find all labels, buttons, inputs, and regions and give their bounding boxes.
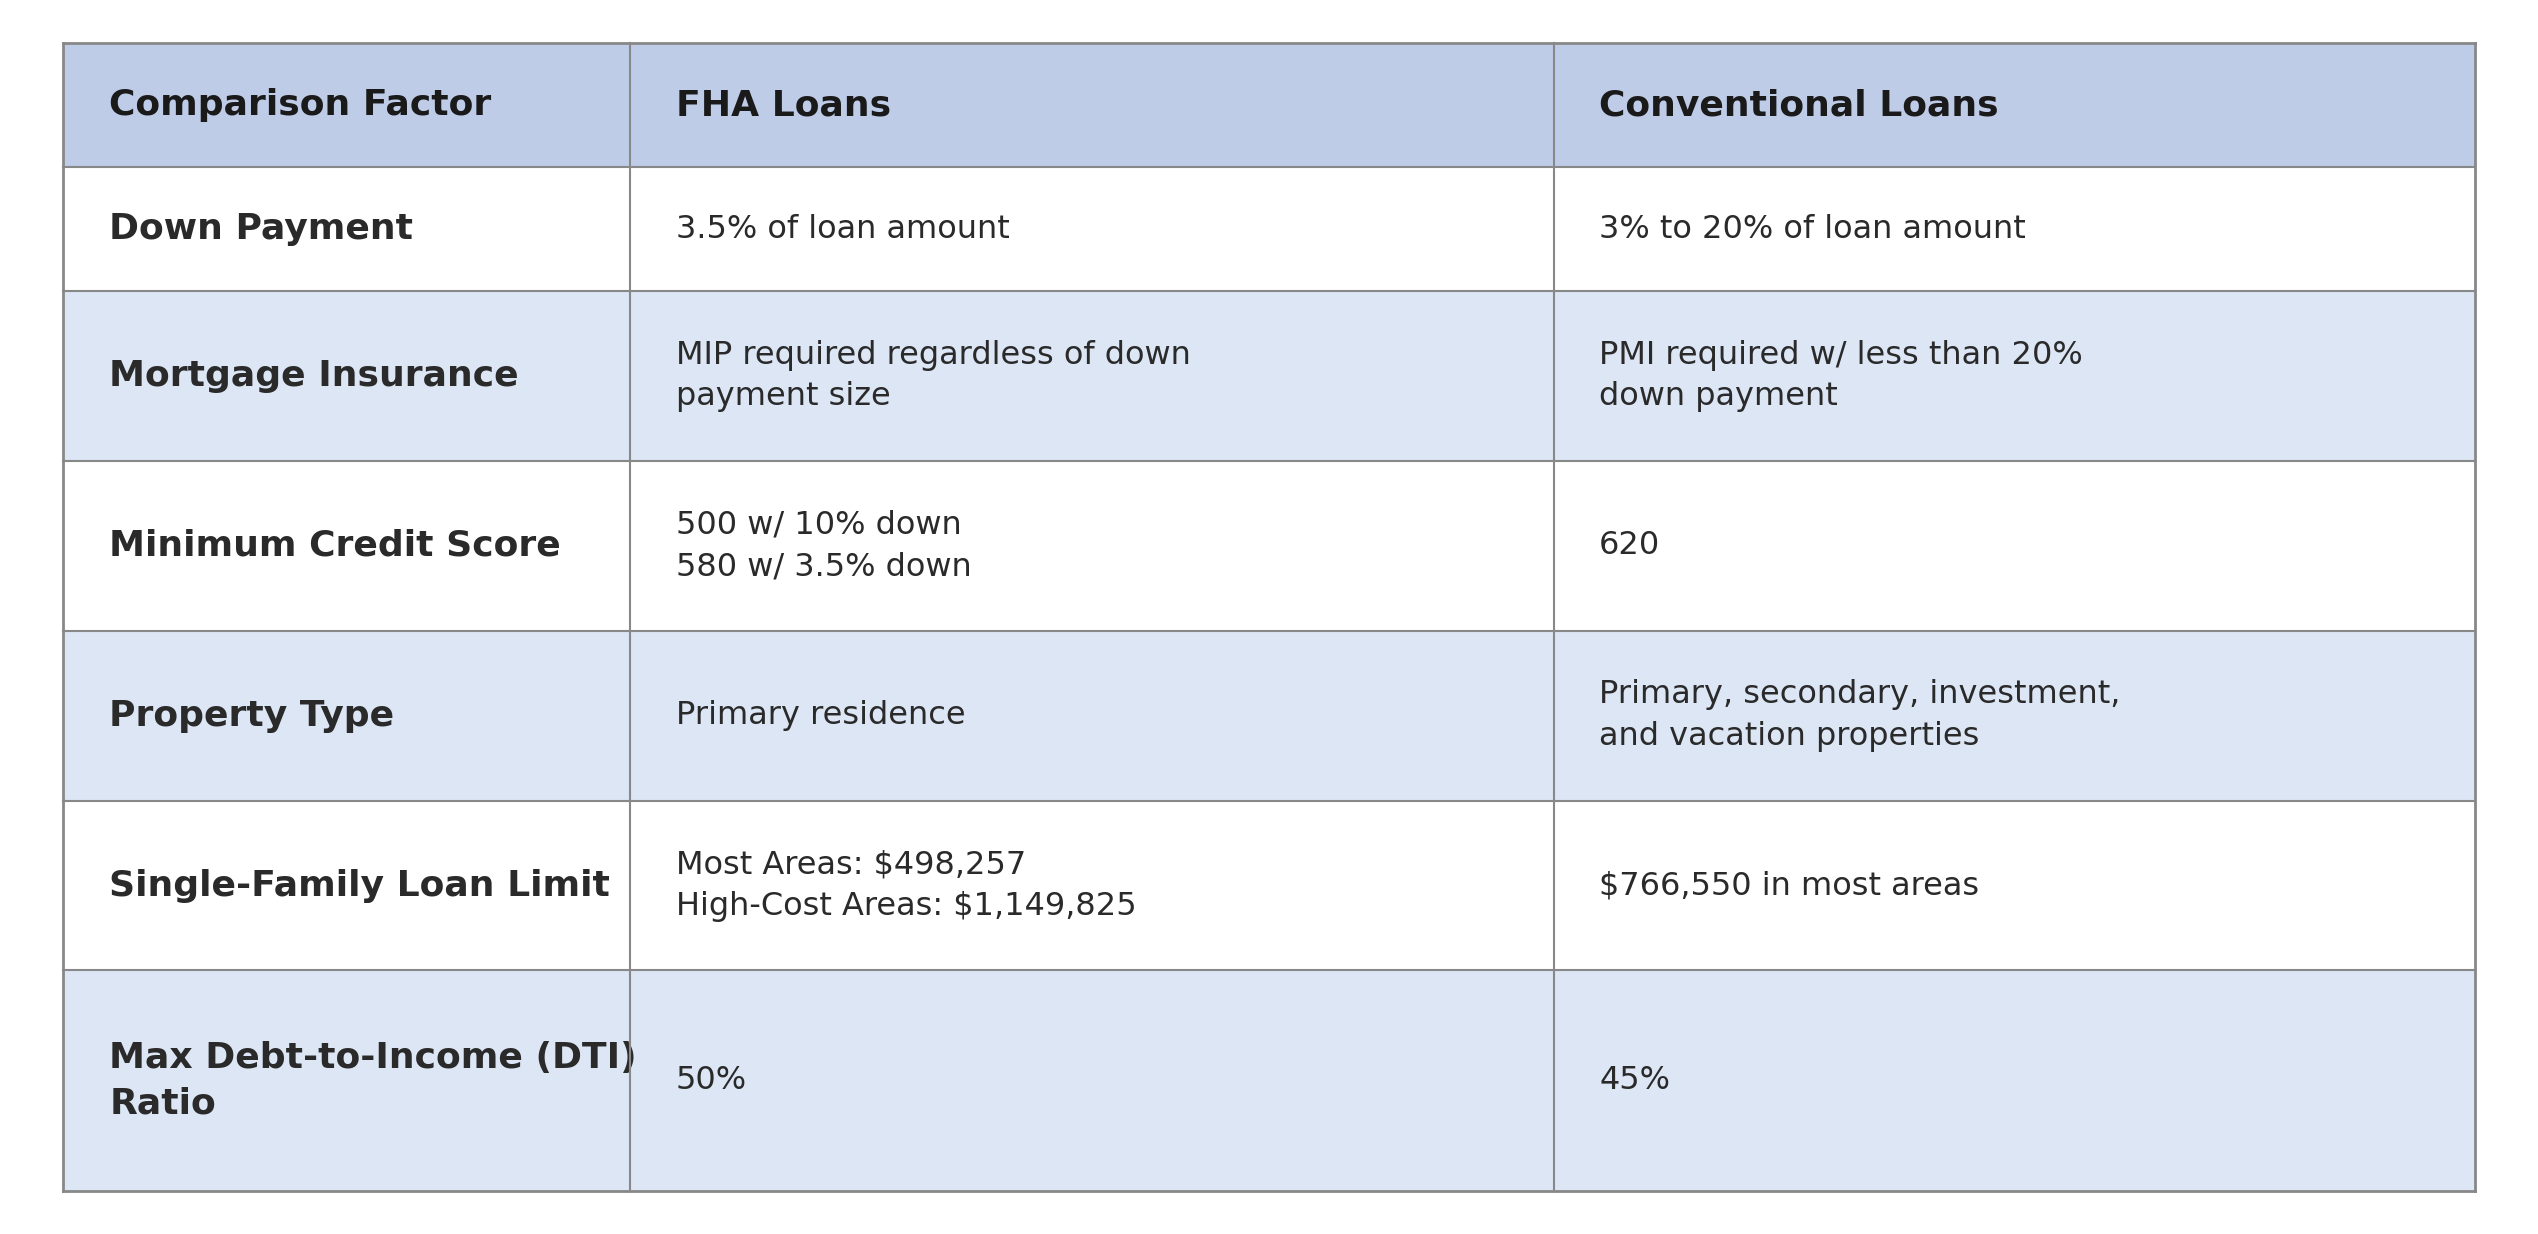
Text: Single-Family Loan Limit: Single-Family Loan Limit — [109, 869, 609, 902]
Text: 3% to 20% of loan amount: 3% to 20% of loan amount — [1599, 213, 2025, 244]
Bar — [63, 462, 2475, 631]
Text: Property Type: Property Type — [109, 698, 393, 733]
Text: 620: 620 — [1599, 531, 1660, 561]
Text: 500 w/ 10% down
580 w/ 3.5% down: 500 w/ 10% down 580 w/ 3.5% down — [675, 510, 972, 582]
Text: $766,550 in most areas: $766,550 in most areas — [1599, 870, 1980, 901]
Text: Mortgage Insurance: Mortgage Insurance — [109, 359, 518, 392]
Text: MIP required regardless of down
payment size: MIP required regardless of down payment … — [675, 339, 1190, 412]
Bar — [63, 801, 2475, 970]
Text: Primary residence: Primary residence — [675, 700, 964, 732]
Bar — [63, 291, 2475, 462]
Bar — [63, 631, 2475, 801]
Text: 45%: 45% — [1599, 1065, 1670, 1096]
Text: Minimum Credit Score: Minimum Credit Score — [109, 529, 561, 563]
Bar — [63, 970, 2475, 1191]
Text: PMI required w/ less than 20%
down payment: PMI required w/ less than 20% down payme… — [1599, 339, 2084, 412]
Text: Conventional Loans: Conventional Loans — [1599, 88, 2000, 122]
Text: Max Debt-to-Income (DTI)
Ratio: Max Debt-to-Income (DTI) Ratio — [109, 1040, 637, 1120]
Text: Most Areas: $498,257
High-Cost Areas: $1,149,825: Most Areas: $498,257 High-Cost Areas: $1… — [675, 849, 1137, 922]
Text: FHA Loans: FHA Loans — [675, 88, 891, 122]
Bar — [63, 167, 2475, 291]
Bar — [63, 43, 2475, 167]
Text: 3.5% of loan amount: 3.5% of loan amount — [675, 213, 1010, 244]
Text: Down Payment: Down Payment — [109, 212, 414, 246]
Text: 50%: 50% — [675, 1065, 746, 1096]
Text: Comparison Factor: Comparison Factor — [109, 88, 492, 122]
Text: Primary, secondary, investment,
and vacation properties: Primary, secondary, investment, and vaca… — [1599, 679, 2122, 752]
